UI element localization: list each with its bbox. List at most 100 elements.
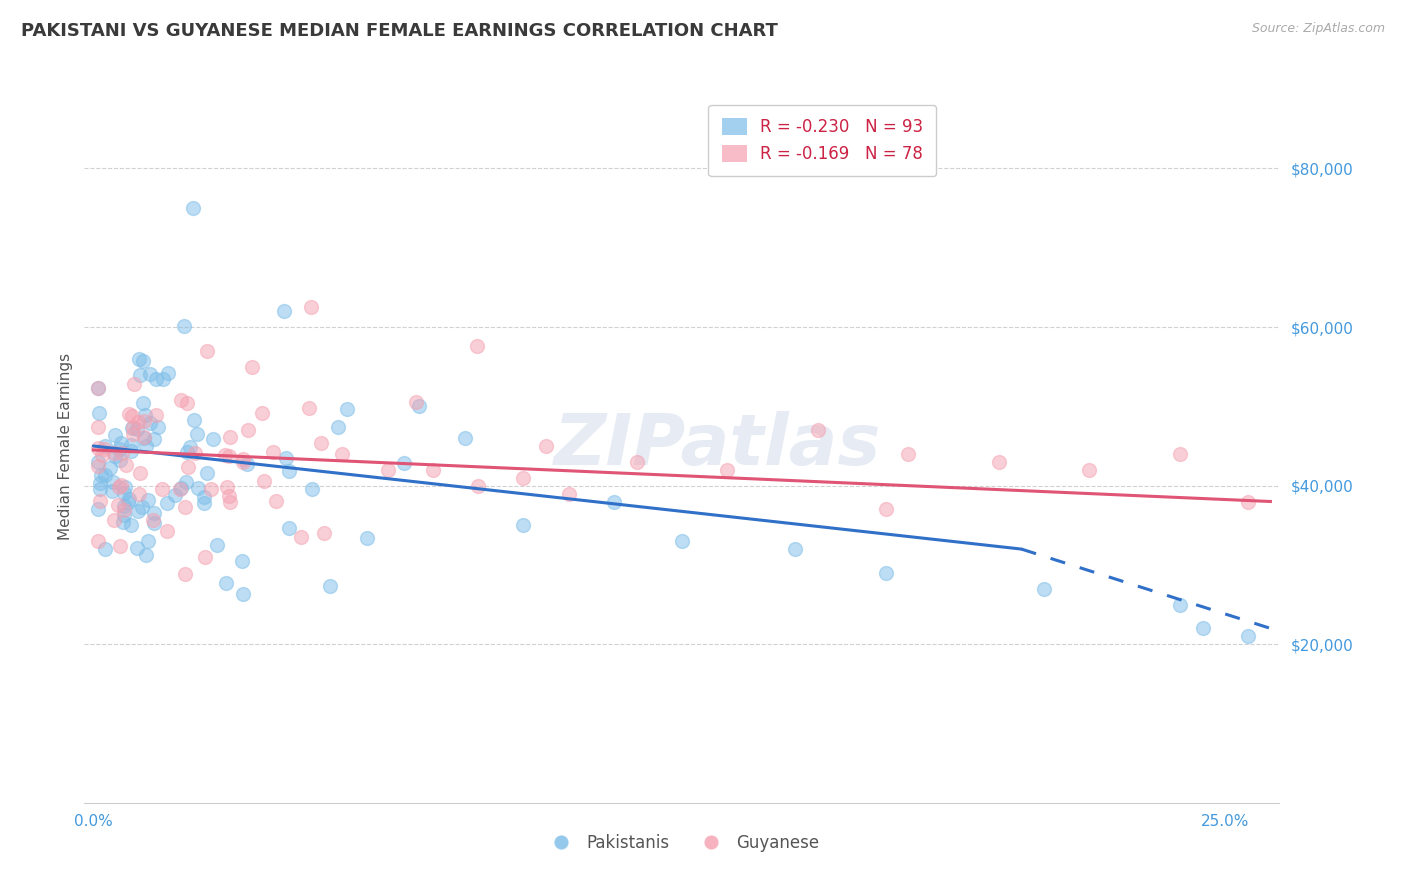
Point (87, 420, 110, 434)
Point (290, 530, 312, 544)
Point (112, 499, 135, 513)
Point (193, 496, 215, 510)
Point (232, 454, 254, 468)
Point (177, 460, 200, 475)
Point (111, 515, 134, 529)
Point (299, 300, 322, 314)
Point (104, 450, 127, 464)
Point (626, 455, 648, 469)
Point (534, 439, 557, 453)
Point (89, 494, 111, 508)
Point (408, 400, 430, 414)
Point (101, 475, 124, 490)
Point (145, 371, 167, 385)
Legend: Pakistanis, Guyanese: Pakistanis, Guyanese (538, 828, 825, 859)
Point (142, 513, 165, 527)
Point (93, 442, 115, 456)
Point (214, 448, 236, 462)
Point (134, 430, 156, 444)
Point (195, 467, 218, 481)
Point (183, 413, 205, 427)
Point (87, 533, 110, 548)
Point (176, 396, 198, 410)
Point (131, 354, 153, 368)
Point (179, 440, 201, 454)
Point (278, 521, 301, 535)
Point (94, 467, 117, 482)
Point (332, 447, 354, 461)
Point (120, 438, 142, 452)
Point (117, 495, 139, 509)
Point (127, 422, 149, 436)
Point (298, 401, 321, 415)
Point (121, 427, 143, 442)
Point (173, 319, 195, 334)
Point (94, 541, 117, 556)
Point (114, 480, 136, 494)
Point (181, 201, 204, 215)
Point (200, 483, 222, 497)
Text: ZIPatlas: ZIPatlas (554, 411, 882, 481)
Point (139, 368, 162, 382)
Point (120, 443, 142, 458)
Point (110, 478, 132, 492)
Point (1236, 629, 1258, 643)
Point (174, 475, 197, 489)
Point (131, 500, 153, 515)
Point (422, 463, 444, 477)
Point (103, 513, 125, 527)
Point (136, 533, 159, 548)
Point (405, 394, 427, 409)
Point (987, 455, 1010, 469)
Point (186, 426, 208, 441)
Point (603, 494, 626, 508)
Point (205, 538, 228, 552)
Point (236, 423, 259, 437)
Point (87, 454, 110, 468)
Point (129, 466, 152, 480)
Point (108, 442, 131, 456)
Point (716, 463, 738, 477)
Point (110, 445, 132, 459)
Point (107, 480, 129, 494)
Point (187, 481, 209, 495)
Point (145, 408, 167, 422)
Point (118, 491, 141, 506)
Point (87, 441, 110, 455)
Point (121, 421, 143, 435)
Point (276, 451, 298, 466)
Point (87, 381, 110, 395)
Point (170, 481, 193, 495)
Point (107, 498, 129, 512)
Point (264, 494, 287, 508)
Point (897, 447, 920, 461)
Point (1236, 494, 1258, 508)
Y-axis label: Median Female Earnings: Median Female Earnings (58, 352, 73, 540)
Point (112, 508, 135, 522)
Point (875, 566, 897, 580)
Point (148, 420, 170, 434)
Point (277, 464, 299, 478)
Point (1033, 582, 1056, 596)
Point (108, 453, 131, 467)
Point (219, 495, 242, 509)
Point (110, 436, 132, 450)
Point (90, 467, 112, 482)
Point (101, 484, 124, 499)
Point (219, 430, 242, 444)
Point (122, 376, 145, 391)
Point (194, 550, 217, 565)
Point (467, 478, 489, 492)
Point (236, 457, 259, 471)
Point (165, 487, 187, 501)
Point (273, 304, 295, 318)
Point (1168, 598, 1191, 612)
Point (671, 534, 693, 549)
Point (336, 401, 359, 416)
Point (467, 339, 489, 353)
Point (218, 490, 240, 504)
Point (262, 445, 284, 459)
Point (91, 448, 114, 462)
Point (117, 407, 139, 421)
Point (89, 482, 111, 496)
